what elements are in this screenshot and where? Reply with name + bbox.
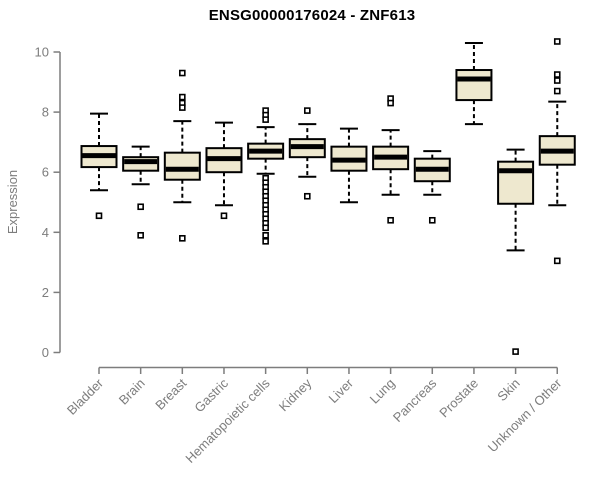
y-tick-label: 0 bbox=[42, 345, 49, 360]
outlier-point bbox=[179, 93, 186, 101]
x-tick-label: Unknown / Other bbox=[485, 375, 565, 455]
outlier-point bbox=[553, 38, 561, 45]
y-axis-title: Expression bbox=[5, 170, 20, 234]
x-tick-label: Gastric bbox=[191, 375, 231, 415]
x-tick-label: Bladder bbox=[64, 375, 107, 418]
x-tick-label: Prostate bbox=[436, 376, 481, 421]
boxplot-lung bbox=[372, 95, 410, 224]
boxplot-unknown-other bbox=[538, 38, 576, 265]
boxplot-pancreas bbox=[413, 150, 451, 224]
x-tick-label: Pancreas bbox=[390, 375, 440, 425]
outlier-point bbox=[553, 87, 561, 95]
outlier-point bbox=[179, 104, 186, 111]
box bbox=[163, 151, 201, 181]
chart-title: ENSG00000176024 - ZNF613 bbox=[208, 7, 416, 24]
outlier-point bbox=[387, 216, 394, 224]
outlier-point bbox=[428, 216, 436, 224]
outlier-point bbox=[303, 107, 311, 114]
y-tick-label: 2 bbox=[42, 285, 49, 300]
y-axis: 0 2 4 6 8 10 Expression bbox=[5, 45, 61, 360]
boxplot-gastric bbox=[205, 121, 243, 220]
outlier-point bbox=[303, 192, 311, 200]
outlier-point bbox=[262, 238, 269, 245]
outlier-point bbox=[220, 212, 228, 220]
outlier-point bbox=[137, 203, 144, 211]
x-tick-label: Liver bbox=[326, 375, 357, 406]
boxplot-breast bbox=[163, 69, 201, 242]
outlier-point bbox=[553, 77, 561, 84]
x-tick-label: Lung bbox=[367, 376, 398, 407]
box bbox=[455, 69, 493, 102]
outlier-point bbox=[262, 232, 269, 239]
boxplot-prostate bbox=[455, 41, 493, 126]
outlier-point bbox=[179, 69, 186, 77]
x-tick-label: Skin bbox=[494, 376, 522, 404]
y-tick-label: 10 bbox=[35, 45, 49, 60]
outlier-point bbox=[512, 348, 519, 355]
x-tick-label: Kidney bbox=[276, 375, 315, 414]
y-tick-label: 8 bbox=[42, 105, 49, 120]
y-tick-label: 4 bbox=[42, 225, 49, 240]
boxplot-bladder bbox=[80, 112, 118, 220]
box bbox=[497, 160, 535, 205]
boxplot-kidney bbox=[288, 107, 326, 200]
outlier-point bbox=[95, 212, 103, 220]
boxplot-liver bbox=[330, 127, 368, 204]
outlier-point bbox=[553, 71, 561, 78]
outlier-point bbox=[179, 235, 186, 242]
outlier-point bbox=[553, 257, 561, 265]
y-tick-label: 6 bbox=[42, 165, 49, 180]
boxplot-brain bbox=[122, 145, 160, 239]
x-tick-label: Brain bbox=[116, 376, 148, 408]
x-tick-label: Breast bbox=[152, 375, 189, 412]
outlier-point bbox=[262, 224, 269, 232]
outlier-point bbox=[137, 232, 144, 239]
outlier-point bbox=[387, 99, 394, 107]
outlier-point bbox=[262, 116, 269, 123]
boxplot-skin bbox=[497, 148, 535, 355]
boxplot-hematopoietic-cells bbox=[247, 107, 285, 245]
